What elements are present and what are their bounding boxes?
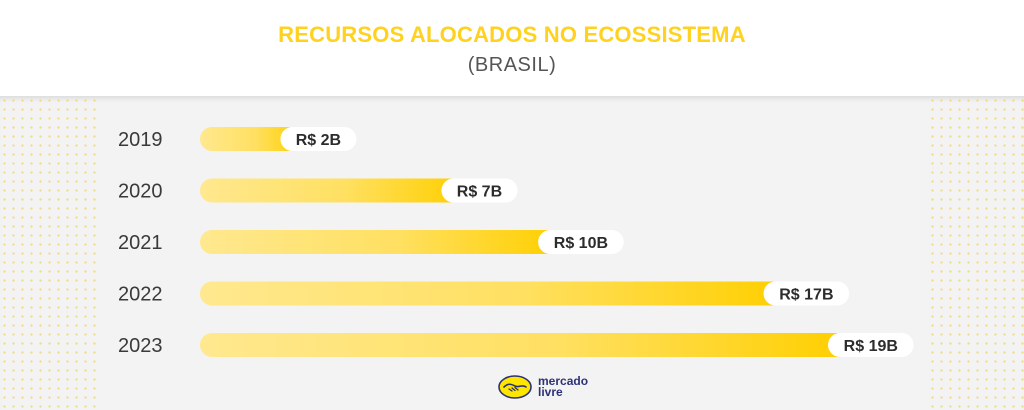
bar-2021: [200, 230, 559, 254]
chart-subtitle: (BRASIL): [467, 54, 557, 76]
value-pill-2020: [441, 178, 518, 203]
value-pill-2022: [763, 281, 850, 306]
value-pill-2019: [280, 127, 357, 151]
value-label-2023: R$ 19B: [844, 338, 898, 355]
logo-text-line2: livre: [538, 385, 563, 399]
bar-2022: [200, 281, 784, 306]
value-label-2020: R$ 7B: [457, 184, 502, 201]
value-label-2022: R$ 17B: [779, 287, 833, 304]
mercado-livre-logo: mercado livre: [498, 374, 588, 400]
handshake-icon: [498, 375, 532, 399]
value-pill-2021: [538, 230, 624, 254]
bar-2020: [200, 178, 462, 203]
year-label-2019: 2019: [118, 129, 163, 151]
year-label-2023: 2023: [118, 335, 163, 357]
bar-2019: [200, 127, 301, 151]
chart-header: RECURSOS ALOCADOS NO ECOSSISTEMA (BRASIL…: [0, 0, 1024, 96]
dot-pattern-right: [928, 96, 1024, 410]
value-label-2019: R$ 2B: [296, 132, 341, 149]
logo-text-line1: mercado: [538, 374, 589, 388]
dot-pattern-left: [0, 96, 96, 410]
year-label-2021: 2021: [118, 232, 163, 254]
value-label-2021: R$ 10B: [554, 235, 608, 252]
chart-title: RECURSOS ALOCADOS NO ECOSSISTEMA: [278, 22, 746, 47]
logo-wordmark: mercado livre: [538, 374, 589, 399]
year-label-2022: 2022: [118, 284, 163, 306]
bar-2023: [200, 333, 848, 357]
year-label-2020: 2020: [118, 181, 163, 203]
value-pill-2023: [828, 333, 914, 357]
